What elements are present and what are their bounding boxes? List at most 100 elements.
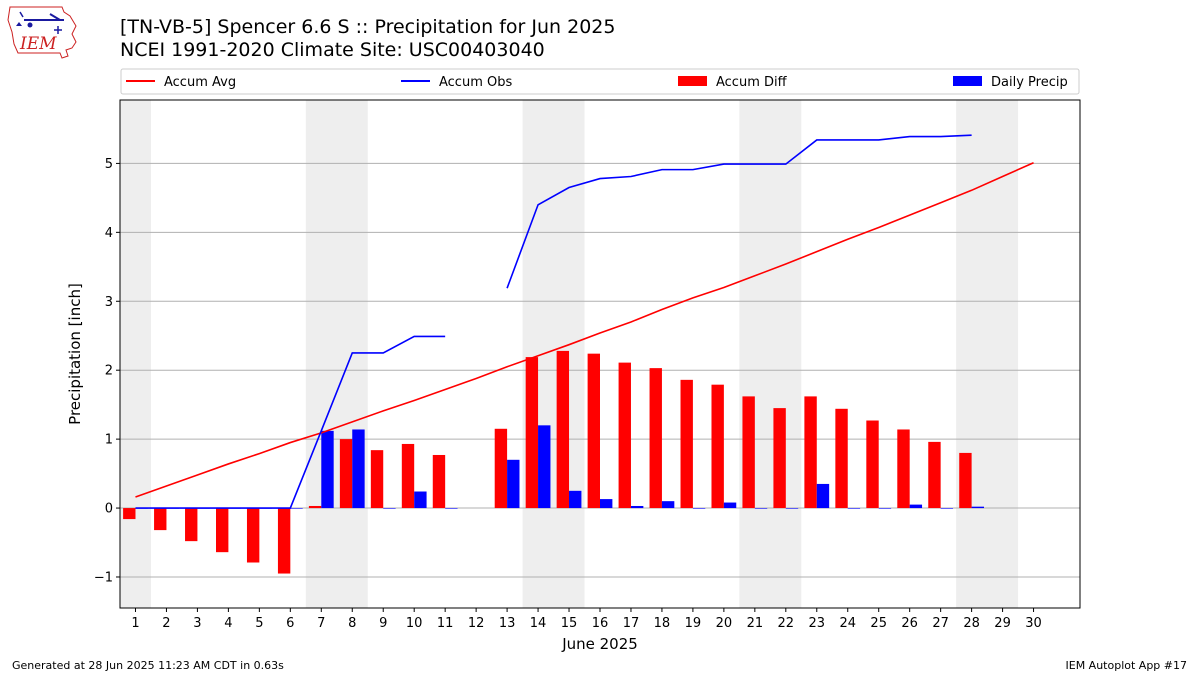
daily-precip-bar bbox=[321, 430, 334, 509]
weekend-band bbox=[739, 100, 802, 608]
daily-precip-bar bbox=[630, 505, 644, 509]
x-tick-label: 23 bbox=[809, 616, 826, 631]
x-tick-label: 3 bbox=[193, 616, 201, 631]
x-tick-label: 11 bbox=[437, 616, 454, 631]
accum-diff-bar bbox=[897, 429, 910, 509]
y-tick-label: 2 bbox=[105, 364, 113, 379]
x-tick-label: 20 bbox=[716, 616, 733, 631]
daily-precip-bar bbox=[414, 491, 427, 509]
x-tick-label: 30 bbox=[1025, 616, 1042, 631]
daily-precip-bar bbox=[507, 459, 520, 509]
chart-title: [TN-VB-5] Spencer 6.6 S :: Precipitation… bbox=[120, 16, 616, 38]
accum-diff-bar bbox=[432, 454, 446, 509]
legend-swatch-bar bbox=[678, 76, 707, 86]
x-axis-label: June 2025 bbox=[561, 635, 638, 653]
y-tick-label: 3 bbox=[105, 295, 113, 310]
x-tick-label: 24 bbox=[839, 616, 856, 631]
accum-diff-bar bbox=[618, 362, 631, 509]
accum-diff-bar bbox=[587, 353, 600, 509]
x-tick-label: 22 bbox=[778, 616, 795, 631]
daily-precip-bar bbox=[352, 429, 365, 509]
daily-precip-bar bbox=[909, 504, 923, 509]
daily-precip-bar bbox=[816, 483, 830, 509]
x-tick-label: 8 bbox=[348, 616, 356, 631]
accum-diff-bar bbox=[928, 441, 941, 509]
iem-logo: IEM bbox=[7, 6, 77, 59]
bars bbox=[123, 350, 984, 574]
daily-precip-bar bbox=[785, 508, 799, 509]
generated-timestamp: Generated at 28 Jun 2025 11:23 AM CDT in… bbox=[12, 659, 284, 672]
accum-diff-bar bbox=[494, 428, 508, 509]
x-tick-label: 1 bbox=[131, 616, 139, 631]
x-tick-label: 19 bbox=[685, 616, 702, 631]
accum-diff-bar bbox=[773, 408, 786, 509]
accum-diff-bar bbox=[959, 452, 972, 509]
x-tick-label: 4 bbox=[224, 616, 232, 631]
daily-precip-bar bbox=[940, 508, 954, 509]
x-tick-label: 12 bbox=[468, 616, 485, 631]
x-tick-label: 7 bbox=[317, 616, 325, 631]
weekend-band bbox=[522, 100, 585, 608]
daily-precip-bar bbox=[754, 508, 768, 509]
accum-diff-bar bbox=[123, 508, 136, 520]
y-tick-label: 5 bbox=[105, 157, 113, 172]
logo-lettering: IEM bbox=[19, 34, 57, 54]
legend-box bbox=[120, 68, 1080, 95]
accum-diff-bar bbox=[308, 505, 322, 509]
accum-diff-bar bbox=[680, 379, 693, 509]
y-tick-label: 1 bbox=[105, 433, 113, 448]
accum-diff-bar bbox=[339, 439, 353, 509]
accum-diff-bar bbox=[216, 508, 229, 553]
legend-label: Accum Obs bbox=[439, 75, 512, 90]
daily-precip-bar bbox=[847, 508, 861, 509]
x-tick-label: 2 bbox=[162, 616, 170, 631]
x-tick-label: 16 bbox=[592, 616, 609, 631]
x-tick-label: 21 bbox=[747, 616, 764, 631]
legend-label: Accum Avg bbox=[164, 75, 236, 90]
daily-precip-bar bbox=[383, 508, 396, 509]
y-axis-label: Precipitation [inch] bbox=[66, 283, 84, 425]
y-tick-label: 4 bbox=[105, 226, 113, 241]
legend-swatch-bar bbox=[953, 76, 982, 86]
accum-obs-line bbox=[135, 335, 446, 509]
series-lines bbox=[135, 134, 1034, 509]
x-tick-label: 27 bbox=[932, 616, 949, 631]
weekend-band bbox=[956, 100, 1019, 608]
daily-precip-bar bbox=[445, 508, 458, 509]
accum-diff-bar bbox=[277, 508, 291, 574]
accum-diff-bar bbox=[401, 443, 415, 509]
y-tick-label: −1 bbox=[94, 570, 113, 585]
x-tick-label: 9 bbox=[379, 616, 387, 631]
accum-diff-bar bbox=[556, 350, 570, 509]
accum-avg-line bbox=[135, 161, 1034, 498]
accum-diff-bar bbox=[711, 384, 724, 509]
accum-diff-bar bbox=[370, 450, 384, 509]
accum-diff-bar bbox=[804, 396, 817, 509]
legend-label: Accum Diff bbox=[716, 75, 788, 90]
y-tick-label: 0 bbox=[105, 502, 113, 517]
weekend-shading bbox=[120, 100, 1019, 608]
legend: Accum Avg Accum Obs Accum Diff Daily Precip bbox=[120, 68, 1080, 95]
daily-precip-bar bbox=[661, 501, 675, 509]
daily-precip-bar bbox=[600, 499, 613, 509]
daily-precip-bar bbox=[538, 425, 551, 509]
accum-obs-line bbox=[506, 134, 972, 289]
x-tick-label: 13 bbox=[499, 616, 516, 631]
accum-diff-bar bbox=[525, 357, 539, 509]
x-tick-label: 28 bbox=[963, 616, 980, 631]
daily-precip-bar bbox=[971, 506, 984, 509]
daily-precip-bar bbox=[569, 490, 582, 509]
x-tick-label: 15 bbox=[561, 616, 578, 631]
x-tick-label: 10 bbox=[406, 616, 423, 631]
daily-precip-bar bbox=[692, 508, 706, 509]
accum-diff-bar bbox=[649, 368, 662, 509]
accum-diff-bar bbox=[246, 508, 260, 563]
x-tick-label: 5 bbox=[255, 616, 263, 631]
x-tick-label: 25 bbox=[870, 616, 887, 631]
x-tick-label: 26 bbox=[901, 616, 918, 631]
app-credit: IEM Autoplot App #17 bbox=[1065, 659, 1188, 672]
accum-diff-bar bbox=[866, 420, 879, 509]
daily-precip-bar bbox=[723, 502, 737, 509]
